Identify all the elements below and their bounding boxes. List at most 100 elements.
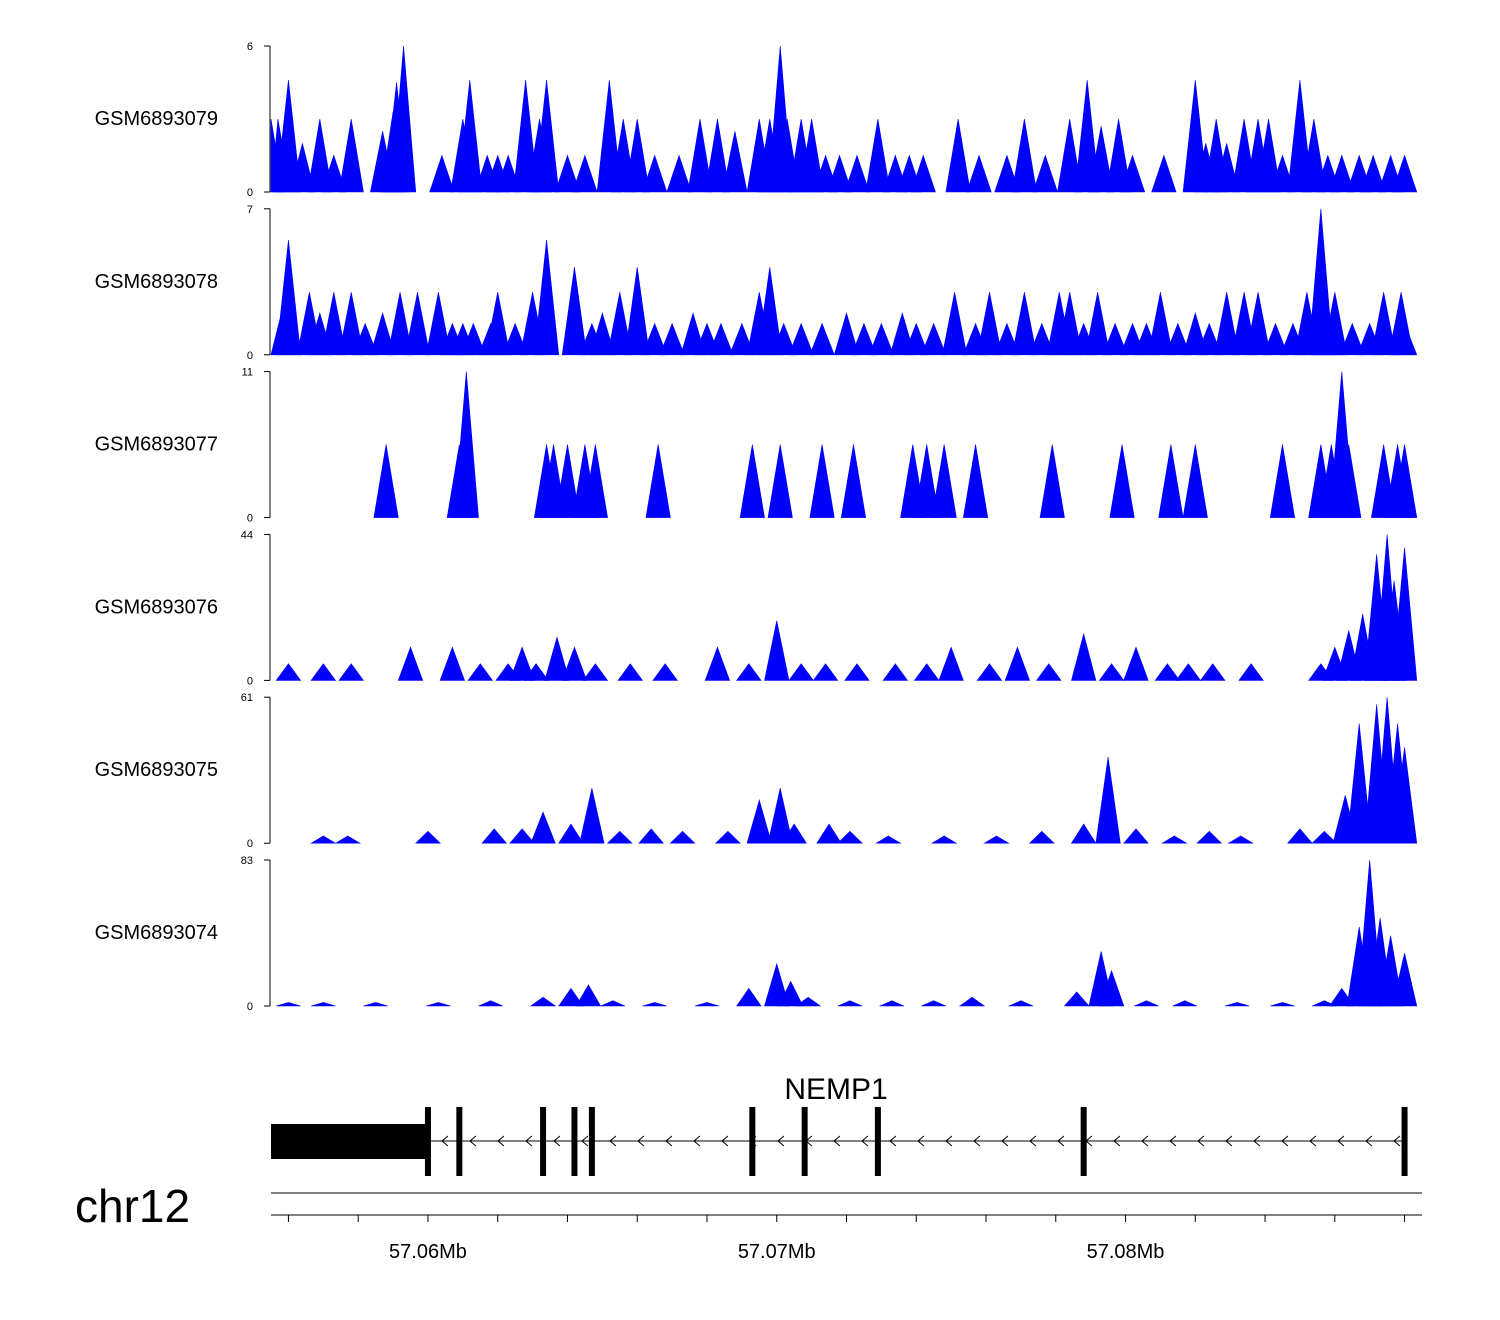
coverage-peak bbox=[767, 444, 793, 518]
coverage-peak bbox=[1151, 154, 1177, 193]
coverage-peak bbox=[1214, 292, 1240, 356]
coverage-peak bbox=[397, 646, 424, 681]
strand-arrow bbox=[693, 1135, 701, 1147]
coverage-peak bbox=[460, 322, 486, 356]
y-tick-label-zero: 0 bbox=[247, 675, 253, 687]
y-tick-label-max: 44 bbox=[241, 529, 253, 541]
coverage-peak bbox=[1165, 322, 1191, 356]
genome-axis: chr12 57.06Mb 57.07Mb 57.08Mb bbox=[75, 1180, 1422, 1263]
coverage-peak bbox=[1011, 292, 1037, 356]
coverage-peak bbox=[352, 322, 378, 356]
coverage-peak bbox=[596, 80, 622, 193]
coverage-peak bbox=[1134, 1000, 1159, 1007]
y-tick-label-max: 7 bbox=[247, 204, 253, 216]
strand-arrow bbox=[665, 1135, 673, 1147]
coverage-peak bbox=[659, 322, 685, 356]
strand-arrow bbox=[525, 1135, 533, 1147]
coverage-peak bbox=[1070, 823, 1097, 844]
coverage-peak bbox=[976, 663, 1003, 681]
coverage-peak bbox=[558, 987, 584, 1007]
coverage-peak bbox=[736, 663, 762, 681]
coverage-peak bbox=[788, 322, 814, 356]
coverage-peak bbox=[582, 444, 608, 518]
coverage-peak bbox=[502, 322, 528, 356]
coverage-peak bbox=[994, 322, 1020, 356]
coverage-peak bbox=[370, 312, 396, 356]
coverage-peak bbox=[642, 154, 668, 193]
coverage-peak bbox=[799, 118, 825, 193]
coverage-peak bbox=[334, 835, 362, 844]
coverage-peak bbox=[1088, 126, 1114, 193]
coverage-peak bbox=[788, 663, 814, 681]
coverage-peak bbox=[764, 962, 790, 1007]
coverage-peak bbox=[704, 118, 731, 193]
track-label: GSM6893078 bbox=[95, 271, 218, 293]
coverage-peak bbox=[771, 322, 797, 356]
coverage-peak bbox=[307, 118, 333, 193]
coverage-peak bbox=[311, 1002, 336, 1007]
coverage-peak bbox=[425, 292, 451, 356]
gene-exon bbox=[874, 1107, 881, 1176]
coverage-peak bbox=[983, 835, 1010, 844]
strand-arrow bbox=[1337, 1135, 1345, 1147]
axis-tick-label: 57.06Mb bbox=[389, 1241, 467, 1263]
coverage-peak bbox=[764, 620, 790, 681]
coverage-peak bbox=[645, 444, 671, 518]
coverage-peak bbox=[840, 444, 867, 518]
coverage-peak bbox=[589, 312, 615, 356]
coverage-peak bbox=[1392, 747, 1418, 844]
coverage-peak bbox=[1119, 154, 1146, 193]
coverage-peak bbox=[1172, 1000, 1198, 1007]
coverage-peak bbox=[865, 118, 891, 193]
axis-tick-label: 57.08Mb bbox=[1087, 1241, 1165, 1263]
strand-arrow bbox=[609, 1135, 617, 1147]
track-label: GSM6893074 bbox=[95, 922, 218, 944]
coverage-peak bbox=[387, 292, 413, 356]
track-label: GSM6893076 bbox=[95, 596, 218, 618]
y-tick-label-zero: 0 bbox=[247, 187, 253, 199]
coverage-peak bbox=[485, 292, 511, 356]
strand-arrow bbox=[889, 1135, 897, 1147]
coverage-peak bbox=[966, 154, 992, 193]
coverage-peak bbox=[1346, 723, 1372, 844]
coverage-peak bbox=[1245, 292, 1271, 356]
coverage-peak bbox=[554, 444, 581, 518]
coverage-peak bbox=[1199, 663, 1226, 681]
strand-arrow bbox=[721, 1135, 729, 1147]
coverage-peak bbox=[554, 154, 581, 193]
gene-exon bbox=[801, 1107, 808, 1176]
coverage-peak bbox=[931, 444, 957, 518]
coverage-peak bbox=[1392, 547, 1418, 681]
coverage-peak bbox=[903, 322, 929, 356]
coverage-peak bbox=[1109, 444, 1135, 518]
y-tick-label-zero: 0 bbox=[247, 350, 253, 362]
coverage-peak bbox=[994, 154, 1020, 193]
coverage-peak bbox=[1158, 444, 1184, 518]
gene-model-track: NEMP1 bbox=[271, 1073, 1408, 1176]
strand-arrow bbox=[497, 1135, 505, 1147]
y-tick-label-zero: 0 bbox=[247, 1001, 253, 1013]
coverage-peak bbox=[976, 292, 1003, 356]
coverage-peak bbox=[457, 80, 483, 193]
coverage-peak bbox=[1339, 322, 1365, 356]
coverage-peak bbox=[606, 830, 633, 844]
strand-arrow bbox=[637, 1135, 645, 1147]
coverage-peak bbox=[921, 322, 947, 356]
coverage-peak bbox=[708, 322, 734, 356]
coverage-peak bbox=[666, 154, 692, 193]
coverage-peak bbox=[879, 1000, 905, 1007]
coverage-peak bbox=[453, 371, 479, 518]
y-tick-label-zero: 0 bbox=[247, 513, 253, 525]
chromosome-label: chr12 bbox=[75, 1180, 190, 1232]
coverage-peak bbox=[1161, 835, 1188, 844]
coverage-peak bbox=[1175, 663, 1202, 681]
coverage-peak bbox=[338, 663, 365, 681]
coverage-peak bbox=[478, 1000, 504, 1007]
coverage-peak bbox=[530, 811, 556, 844]
coverage-peak bbox=[1391, 154, 1418, 193]
coverage-peak bbox=[809, 444, 835, 518]
strand-arrow bbox=[833, 1135, 841, 1147]
strand-arrow bbox=[861, 1135, 869, 1147]
coverage-peak bbox=[844, 154, 870, 193]
